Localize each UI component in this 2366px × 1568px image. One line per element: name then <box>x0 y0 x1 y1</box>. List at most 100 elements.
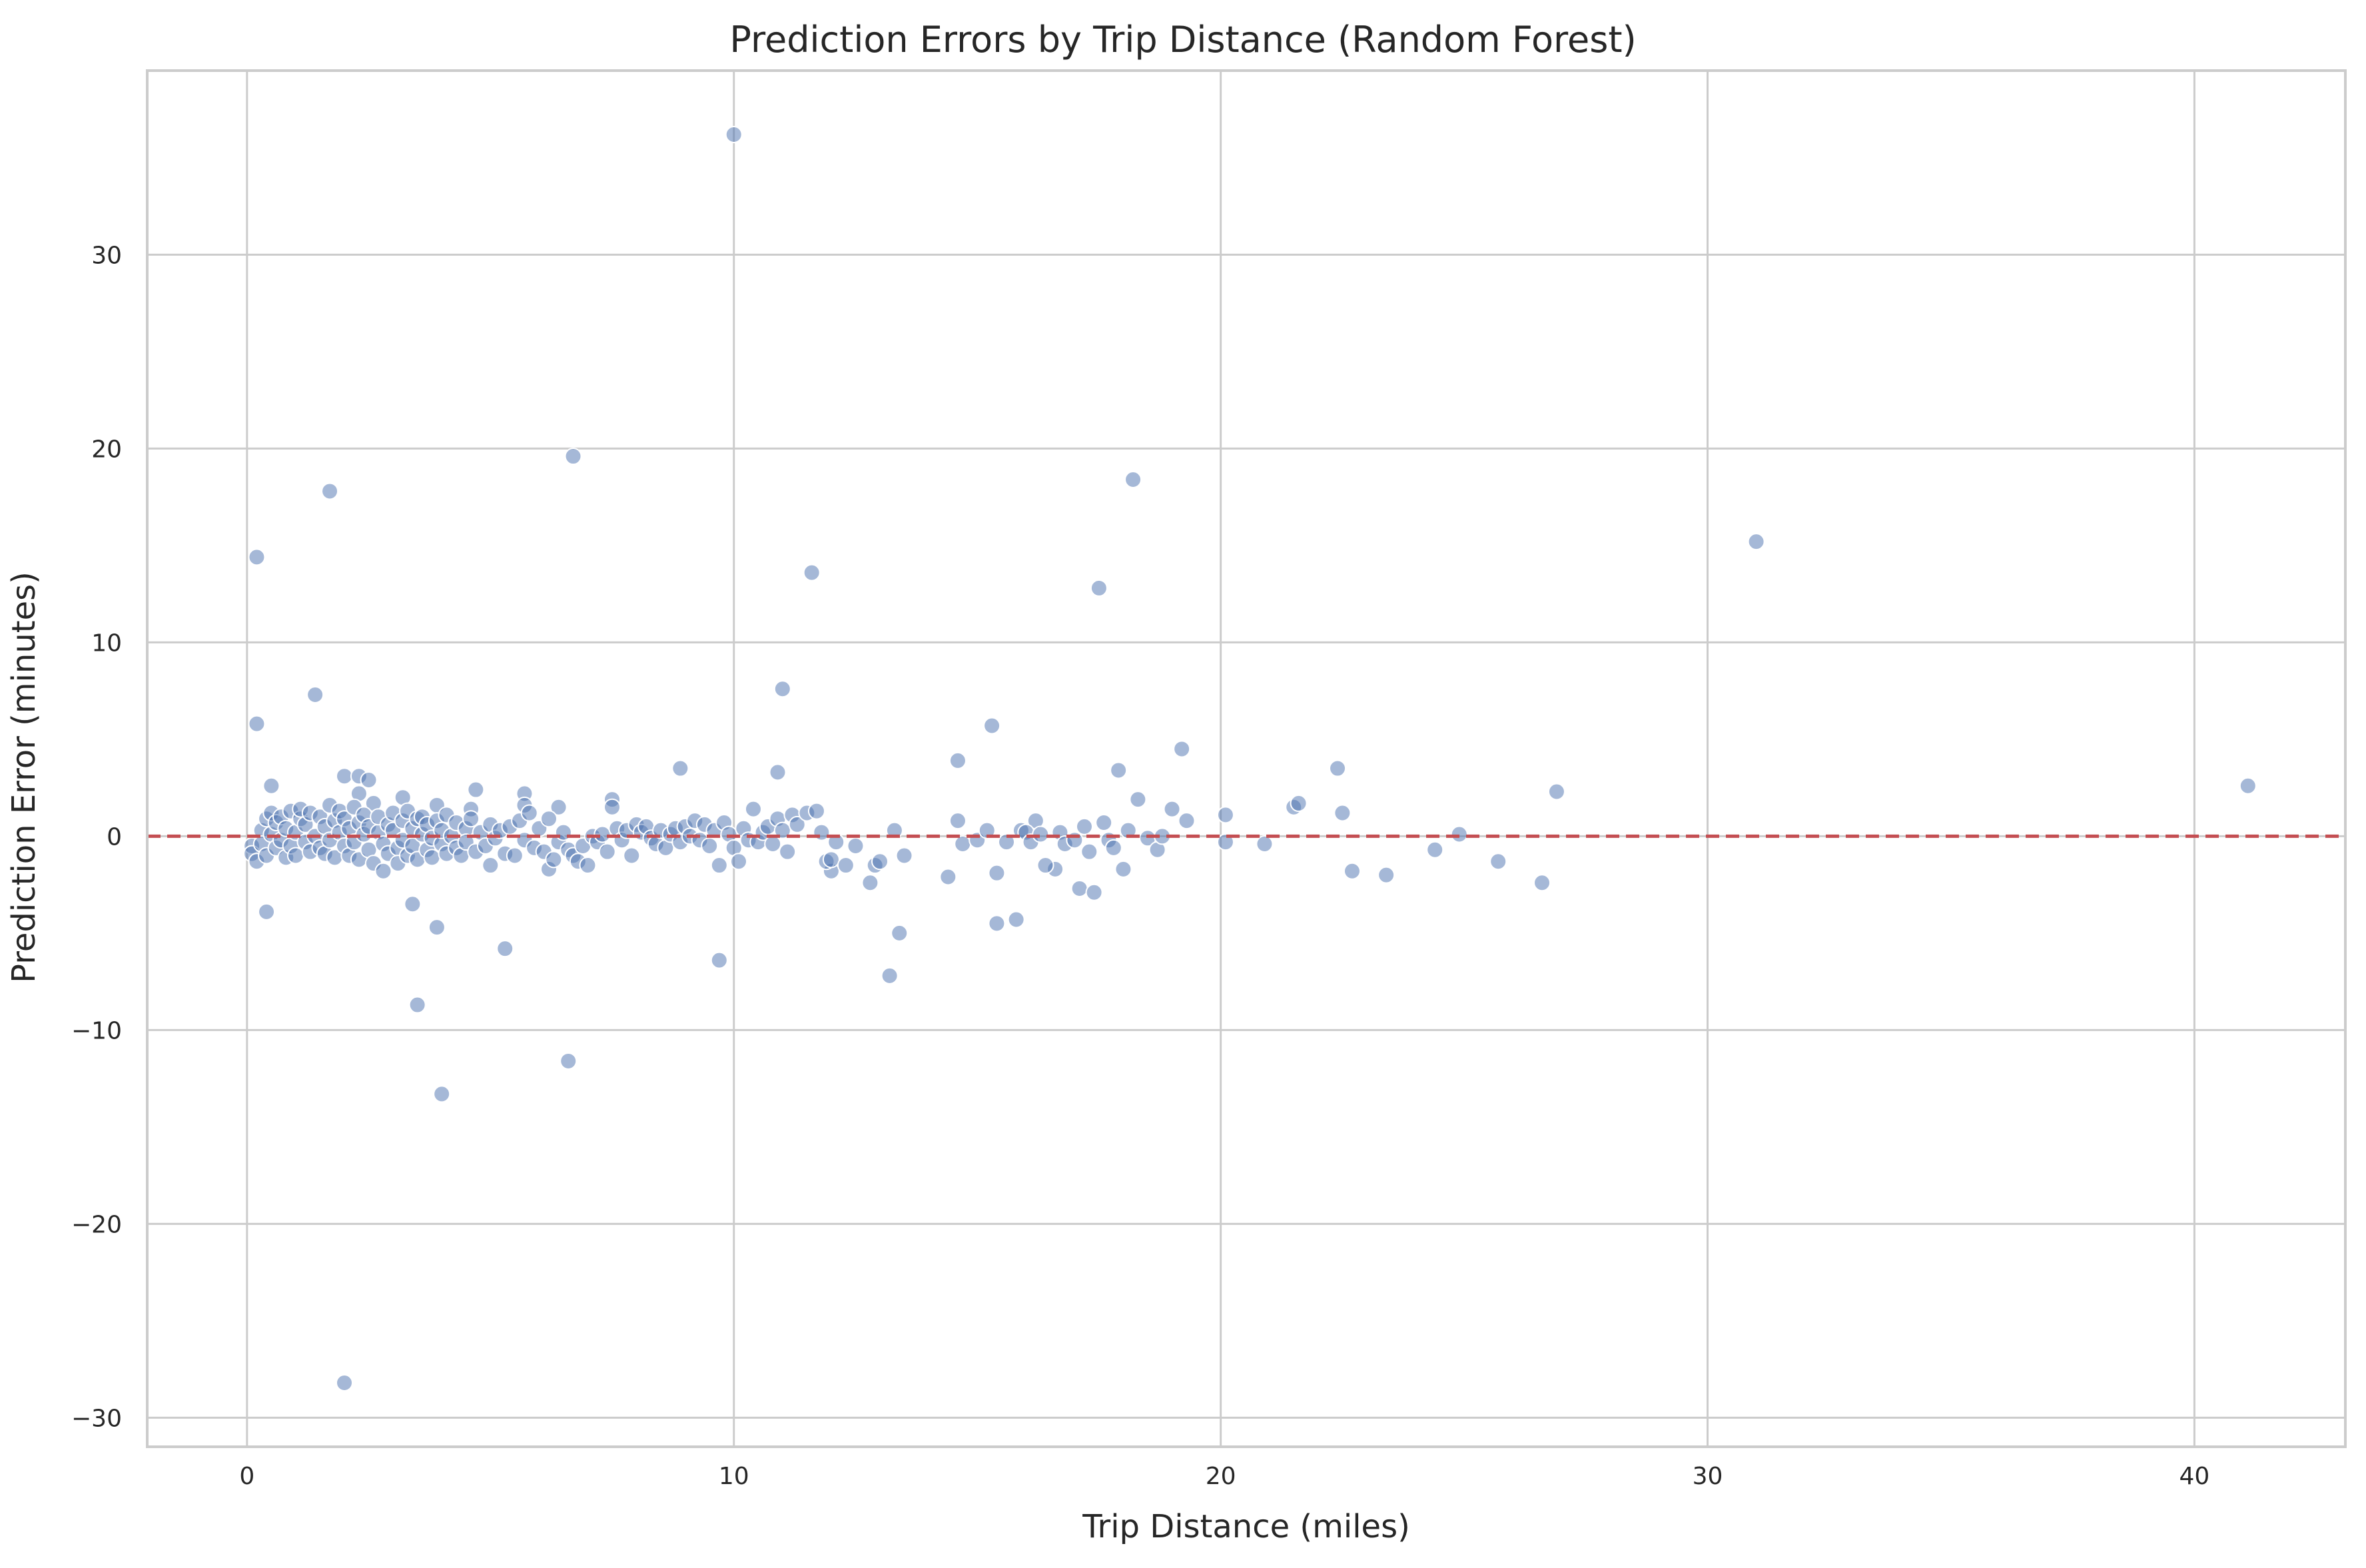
data-point <box>837 857 855 875</box>
data-point <box>949 751 967 769</box>
x-tick-label: 10 <box>719 1463 749 1490</box>
data-point <box>360 771 378 789</box>
data-point <box>1095 814 1113 832</box>
data-point <box>540 810 558 828</box>
data-point <box>788 815 806 833</box>
x-tick-label: 40 <box>2179 1463 2210 1490</box>
data-point <box>496 940 514 958</box>
data-point <box>1119 821 1137 839</box>
data-point <box>1124 470 1142 488</box>
data-point <box>1129 791 1147 809</box>
data-point <box>1080 843 1098 861</box>
data-point <box>779 843 797 861</box>
data-point <box>336 767 354 785</box>
data-point <box>822 851 840 869</box>
chart-title: Prediction Errors by Trip Distance (Rand… <box>729 19 1636 61</box>
data-point <box>1378 866 1395 884</box>
data-point <box>1163 800 1181 818</box>
y-tick-labels: −30 −20 −10 0 10 20 30 <box>71 242 122 1432</box>
data-point <box>671 759 689 777</box>
data-point <box>881 967 899 984</box>
data-point <box>598 843 616 861</box>
data-point <box>262 777 280 795</box>
data-point <box>1216 833 1234 851</box>
data-point <box>321 482 339 500</box>
x-axis-label: Trip Distance (miles) <box>1082 1508 1410 1545</box>
y-tick-label: 10 <box>91 629 122 657</box>
data-point <box>827 833 845 851</box>
data-point <box>891 924 909 942</box>
x-tick-label: 30 <box>1693 1463 1723 1490</box>
data-point <box>871 853 889 871</box>
data-point <box>803 564 821 582</box>
data-point <box>861 874 879 892</box>
data-point <box>506 847 524 865</box>
data-point <box>374 862 392 880</box>
data-point <box>1216 806 1234 824</box>
data-point <box>423 849 441 867</box>
data-point <box>954 835 972 853</box>
data-point <box>1547 783 1565 801</box>
data-point <box>1085 883 1103 901</box>
y-tick-label: −10 <box>71 1017 122 1044</box>
y-tick-label: 30 <box>91 242 122 269</box>
data-point <box>258 903 276 921</box>
data-point <box>710 951 728 969</box>
data-point <box>988 915 1006 933</box>
data-point <box>769 763 787 781</box>
y-axis-label: Prediction Error (minutes) <box>5 572 43 983</box>
y-tick-label: 20 <box>91 436 122 463</box>
data-point <box>248 548 266 566</box>
data-point <box>847 837 865 855</box>
data-point <box>1173 740 1191 758</box>
data-point <box>1178 812 1196 830</box>
data-points <box>243 126 2257 1391</box>
data-point <box>764 835 782 853</box>
data-point <box>593 825 611 843</box>
data-point <box>564 448 582 466</box>
data-point <box>1533 874 1551 892</box>
data-point <box>988 864 1006 882</box>
data-point <box>1329 759 1347 777</box>
data-point <box>2239 777 2257 795</box>
data-point <box>1036 857 1054 875</box>
data-point <box>550 798 568 816</box>
data-point <box>428 919 446 937</box>
data-point <box>1489 853 1507 871</box>
data-point <box>773 821 791 839</box>
data-point <box>1066 831 1084 849</box>
y-tick-label: −20 <box>71 1211 122 1238</box>
data-point <box>286 847 304 865</box>
data-point <box>710 857 728 875</box>
data-point <box>1070 879 1088 897</box>
data-point <box>482 857 500 875</box>
data-point <box>623 847 641 865</box>
data-point <box>998 833 1016 851</box>
data-point <box>1032 825 1050 843</box>
data-point <box>773 680 791 698</box>
data-point <box>701 837 719 855</box>
data-point <box>1426 841 1444 859</box>
data-point <box>939 868 957 886</box>
data-point <box>1256 835 1274 853</box>
data-point <box>725 126 743 144</box>
data-point <box>306 685 324 703</box>
data-point <box>885 821 903 839</box>
data-point <box>730 853 748 871</box>
data-point <box>1075 817 1093 835</box>
data-point <box>336 1373 354 1391</box>
y-tick-label: 0 <box>107 823 122 851</box>
data-point <box>949 812 967 830</box>
data-point <box>983 717 1001 735</box>
data-point <box>1334 804 1352 822</box>
data-point <box>520 804 538 822</box>
data-point <box>1747 533 1765 551</box>
data-point <box>1290 794 1308 812</box>
data-point <box>978 821 996 839</box>
data-point <box>807 802 825 820</box>
data-point <box>462 810 480 828</box>
x-tick-label: 20 <box>1206 1463 1236 1490</box>
data-point <box>467 781 485 799</box>
